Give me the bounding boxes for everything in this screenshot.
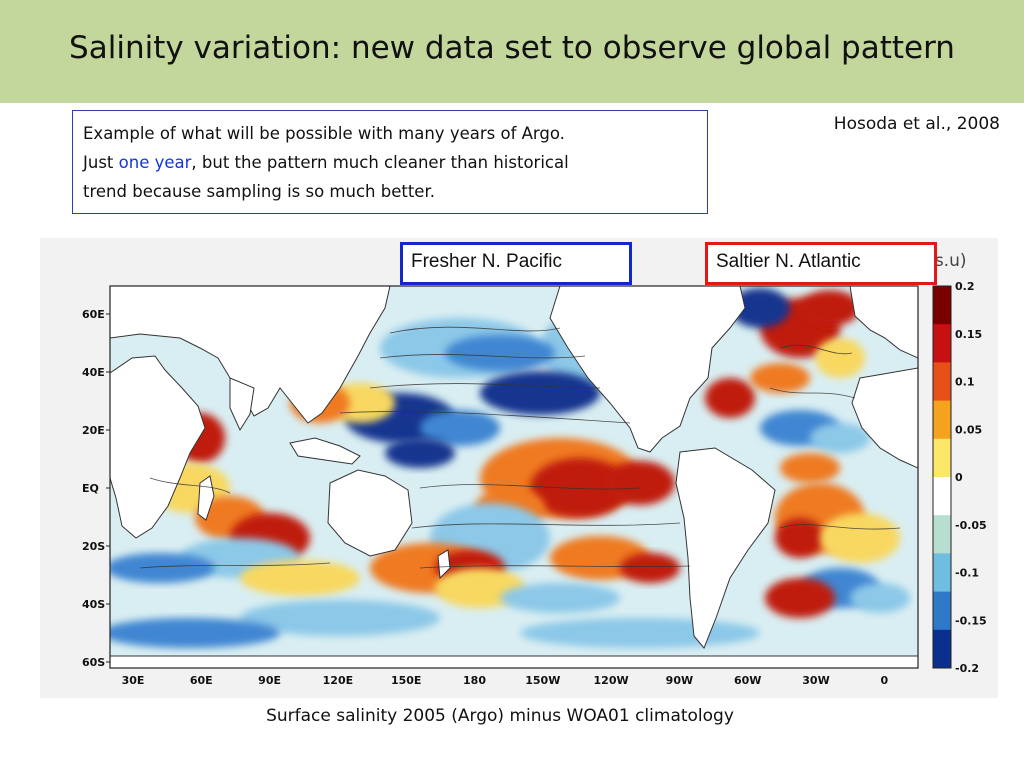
lat-tick-label: 40S (82, 598, 105, 611)
anomaly-blob (620, 553, 680, 583)
lon-tick-label: 150W (525, 674, 560, 687)
lon-tick-label: 30E (122, 674, 145, 687)
anomaly-blob (445, 335, 555, 371)
anomaly-blob (605, 461, 675, 505)
land-masses (110, 286, 918, 668)
anomaly-blob (110, 618, 280, 648)
anomaly-blob (480, 371, 600, 415)
colorbar-frame (932, 285, 952, 669)
colorbar-tick-label: -0.05 (955, 519, 987, 532)
colorbar-tick-label: 0.05 (955, 423, 982, 436)
title-bar: Salinity variation: new data set to obse… (0, 0, 1024, 103)
colorbar-tick-label: 0.15 (955, 328, 982, 341)
lon-tick-label: 30W (802, 674, 829, 687)
callout-saltier-atlantic: Saltier N. Atlantic (705, 242, 937, 285)
colorbar-tick-label: 0.2 (955, 280, 975, 293)
anomaly-blob (240, 560, 360, 596)
colorbar-segment (933, 324, 951, 363)
latitude-ticks: 60E 40E 20E EQ 20S 40S 60S (82, 308, 110, 669)
salinity-map-graphic: 60E 40E 20E EQ 20S 40S 60S 30E 60E 90E 120E 150E 18… (40, 238, 998, 698)
colorbar-segment (933, 438, 951, 478)
land-new-zealand (437, 549, 451, 580)
colorbar-segment (933, 400, 951, 440)
anomaly-blob (850, 583, 910, 613)
anomaly-blob (520, 618, 760, 648)
colorbar-segment (933, 515, 951, 554)
lat-tick-label: 20E (82, 424, 105, 437)
lon-tick-label: 120W (594, 674, 629, 687)
note-line-2-pre: Just (83, 153, 119, 172)
colorbar-segment (933, 286, 951, 325)
longitude-ticks: 30E 60E 90E 120E 150E 180 150W 120W 90W 60W 30W 0 (122, 674, 889, 687)
colorbar-segment (933, 591, 951, 631)
contour-lines (139, 326, 901, 569)
anomaly-blob (750, 363, 810, 393)
anomaly-blob (810, 423, 870, 453)
land-west-africa (851, 367, 918, 469)
lon-tick-label: 60W (734, 674, 761, 687)
colorbar: 0.2 0.15 0.1 0.05 0 -0.05 -0.1 -0.15 -0.2 (932, 280, 987, 675)
colorbar-segment (933, 553, 951, 593)
anomaly-blob (815, 338, 865, 378)
colorbar-segment (933, 477, 951, 516)
map-caption: Surface salinity 2005 (Argo) minus WOA01… (266, 706, 734, 726)
anomaly-blob (780, 453, 840, 483)
colorbar-tick-label: -0.1 (955, 567, 979, 580)
lon-tick-label: 120E (323, 674, 353, 687)
note-line-2: Just one year, but the pattern much clea… (83, 148, 697, 177)
colorbar-tick-label: -0.15 (955, 614, 987, 627)
anomaly-blob (240, 600, 440, 636)
land-south-america (675, 447, 776, 649)
map-frame (109, 285, 919, 669)
anomaly-blob (705, 378, 755, 418)
anomaly-blob (500, 583, 620, 613)
lon-tick-label: 90E (258, 674, 281, 687)
lat-tick-label: 60E (82, 308, 105, 321)
salinity-map: 60E 40E 20E EQ 20S 40S 60S 30E 60E 90E 120E 150E 18… (40, 238, 998, 698)
anomaly-blob (420, 410, 500, 446)
anomaly-blob (775, 518, 825, 558)
anomaly-blob (765, 578, 835, 618)
land-antarctica (110, 655, 918, 668)
colorbar-tick-label: -0.2 (955, 662, 979, 675)
anomaly-blob (385, 438, 455, 468)
note-highlight: one year (118, 153, 192, 172)
lat-tick-label: 60S (82, 656, 105, 669)
anomaly-blob (730, 288, 790, 328)
land-indonesia (289, 437, 361, 465)
anomaly-blob (820, 513, 900, 563)
lon-tick-label: 60E (190, 674, 213, 687)
slide-title: Salinity variation: new data set to obse… (69, 30, 955, 66)
lon-tick-label: 90W (666, 674, 693, 687)
colorbar-segment (933, 362, 951, 402)
colorbar-segment (933, 629, 951, 669)
colorbar-tick-label: 0 (955, 471, 963, 484)
land-india (229, 377, 255, 432)
anomaly-blob (110, 553, 215, 583)
land-europe (849, 286, 918, 359)
lon-tick-label: 150E (391, 674, 421, 687)
anomaly-blob (530, 458, 630, 518)
lat-tick-label: EQ (82, 482, 99, 495)
lon-tick-label: 180 (463, 674, 486, 687)
lat-tick-label: 40E (82, 366, 105, 379)
note-box: Example of what will be possible with ma… (72, 110, 708, 214)
land-north-america (549, 286, 746, 453)
callout-fresher-pacific: Fresher N. Pacific (400, 242, 632, 285)
land-africa (110, 355, 206, 539)
note-line-3: trend because sampling is so much better… (83, 182, 435, 201)
lon-tick-label: 0 (880, 674, 888, 687)
note-line-2-post: , but the pattern much cleaner than hist… (191, 153, 569, 172)
land-australia (327, 469, 413, 557)
note-line-1: Example of what will be possible with ma… (83, 124, 565, 143)
lat-tick-label: 20S (82, 540, 105, 553)
colorbar-tick-label: 0.1 (955, 376, 975, 389)
citation: Hosoda et al., 2008 (833, 114, 1000, 134)
anomaly-blob (800, 290, 860, 326)
land-asia (110, 286, 391, 424)
